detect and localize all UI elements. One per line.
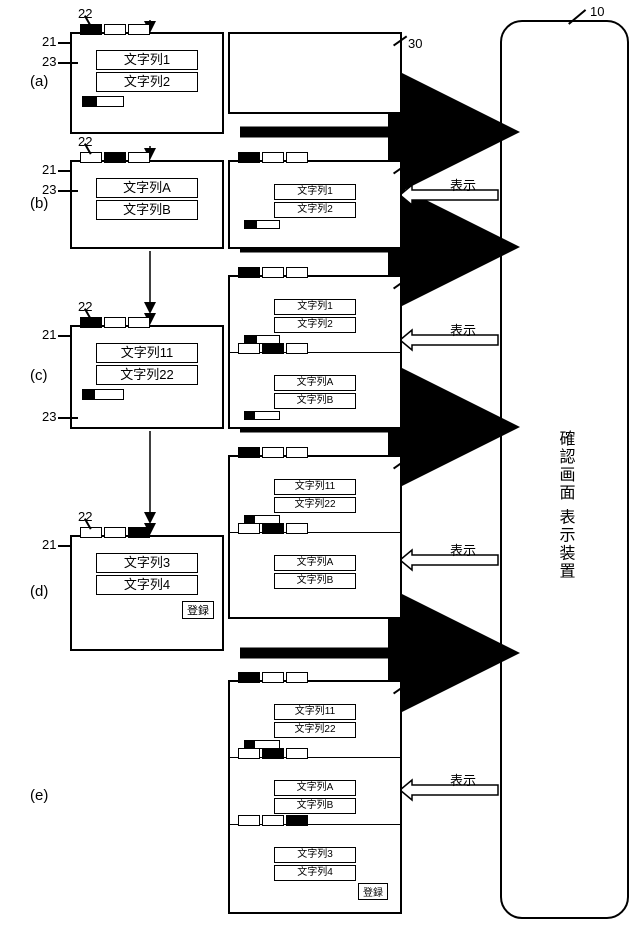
r-field-s11: 文字列11	[274, 704, 356, 720]
right-panel-d: 文字列11 文字列22 文字列A 文字列B	[228, 455, 402, 619]
left-panel-c: 文字列11文字列22	[70, 325, 224, 429]
row-label-b: (b)	[30, 195, 48, 212]
row-label-d: (d)	[30, 583, 48, 600]
r-register-button[interactable]: 登録	[358, 883, 388, 900]
collect-b: 収集	[450, 230, 476, 249]
field-s2: 文字列2	[96, 72, 198, 92]
ref21-c: 21	[42, 327, 56, 342]
r-field-sB: 文字列B	[274, 393, 356, 409]
right-panel-b: 文字列1 文字列2	[228, 160, 402, 249]
field-s3: 文字列3	[96, 553, 198, 573]
field-sB: 文字列B	[96, 200, 198, 220]
field-s22: 文字列22	[96, 365, 198, 385]
r-field-sB: 文字列B	[274, 573, 356, 589]
r-field-s1: 文字列1	[274, 299, 356, 315]
collect-c: 収集	[450, 408, 476, 427]
row-label-e: (e)	[30, 787, 48, 804]
ref30-d: 30	[408, 459, 422, 474]
display-b: 表示	[450, 175, 476, 194]
ref21-b: 21	[42, 162, 56, 177]
r-field-s22: 文字列22	[274, 497, 356, 513]
row-label-c: (c)	[30, 367, 48, 384]
r-field-s3: 文字列3	[274, 847, 356, 863]
ref30-a: 30	[408, 36, 422, 51]
r-field-s11: 文字列11	[274, 479, 356, 495]
ref30-b: 30	[408, 164, 422, 179]
register-button[interactable]: 登録	[182, 601, 214, 619]
row-label-a: (a)	[30, 73, 48, 90]
field-s11: 文字列11	[96, 343, 198, 363]
r-field-s4: 文字列4	[274, 865, 356, 881]
ref21-a: 21	[42, 34, 56, 49]
left-panel-b: 文字列A文字列B	[70, 160, 224, 249]
right-panel-e: 文字列11 文字列22 文字列A 文字列B 文字列3 文字列4登録	[228, 680, 402, 914]
ref23-b: 23	[42, 182, 56, 197]
field-sA: 文字列A	[96, 178, 198, 198]
display-e: 表示	[450, 770, 476, 789]
right-panel-a	[228, 32, 402, 114]
r-field-sA: 文字列A	[274, 780, 356, 796]
r-field-sA: 文字列A	[274, 375, 356, 391]
left-panel-d: 文字列3文字列4 登録	[70, 535, 224, 651]
r-field-s2: 文字列2	[274, 317, 356, 333]
ref23-a: 23	[42, 54, 56, 69]
field-s1: 文字列1	[96, 50, 198, 70]
r-field-s22: 文字列22	[274, 722, 356, 738]
display-d: 表示	[450, 540, 476, 559]
r-field-sB: 文字列B	[274, 798, 356, 814]
ref21-d: 21	[42, 537, 56, 552]
collect-a: 収集	[450, 118, 476, 137]
display-c: 表示	[450, 320, 476, 339]
device-label: 確認画面 表示装置	[553, 430, 577, 580]
collect-d: 収集	[450, 630, 476, 649]
ref30-e: 30	[408, 684, 422, 699]
ref-10: 10	[590, 4, 604, 19]
r-field-s1: 文字列1	[274, 184, 356, 200]
r-field-s2: 文字列2	[274, 202, 356, 218]
left-panel-a: 文字列1文字列2	[70, 32, 224, 134]
field-s4: 文字列4	[96, 575, 198, 595]
right-panel-c: 文字列1 文字列2 文字列A 文字列B	[228, 275, 402, 429]
r-field-sA: 文字列A	[274, 555, 356, 571]
ref23-c: 23	[42, 409, 56, 424]
ref30-c: 30	[408, 279, 422, 294]
